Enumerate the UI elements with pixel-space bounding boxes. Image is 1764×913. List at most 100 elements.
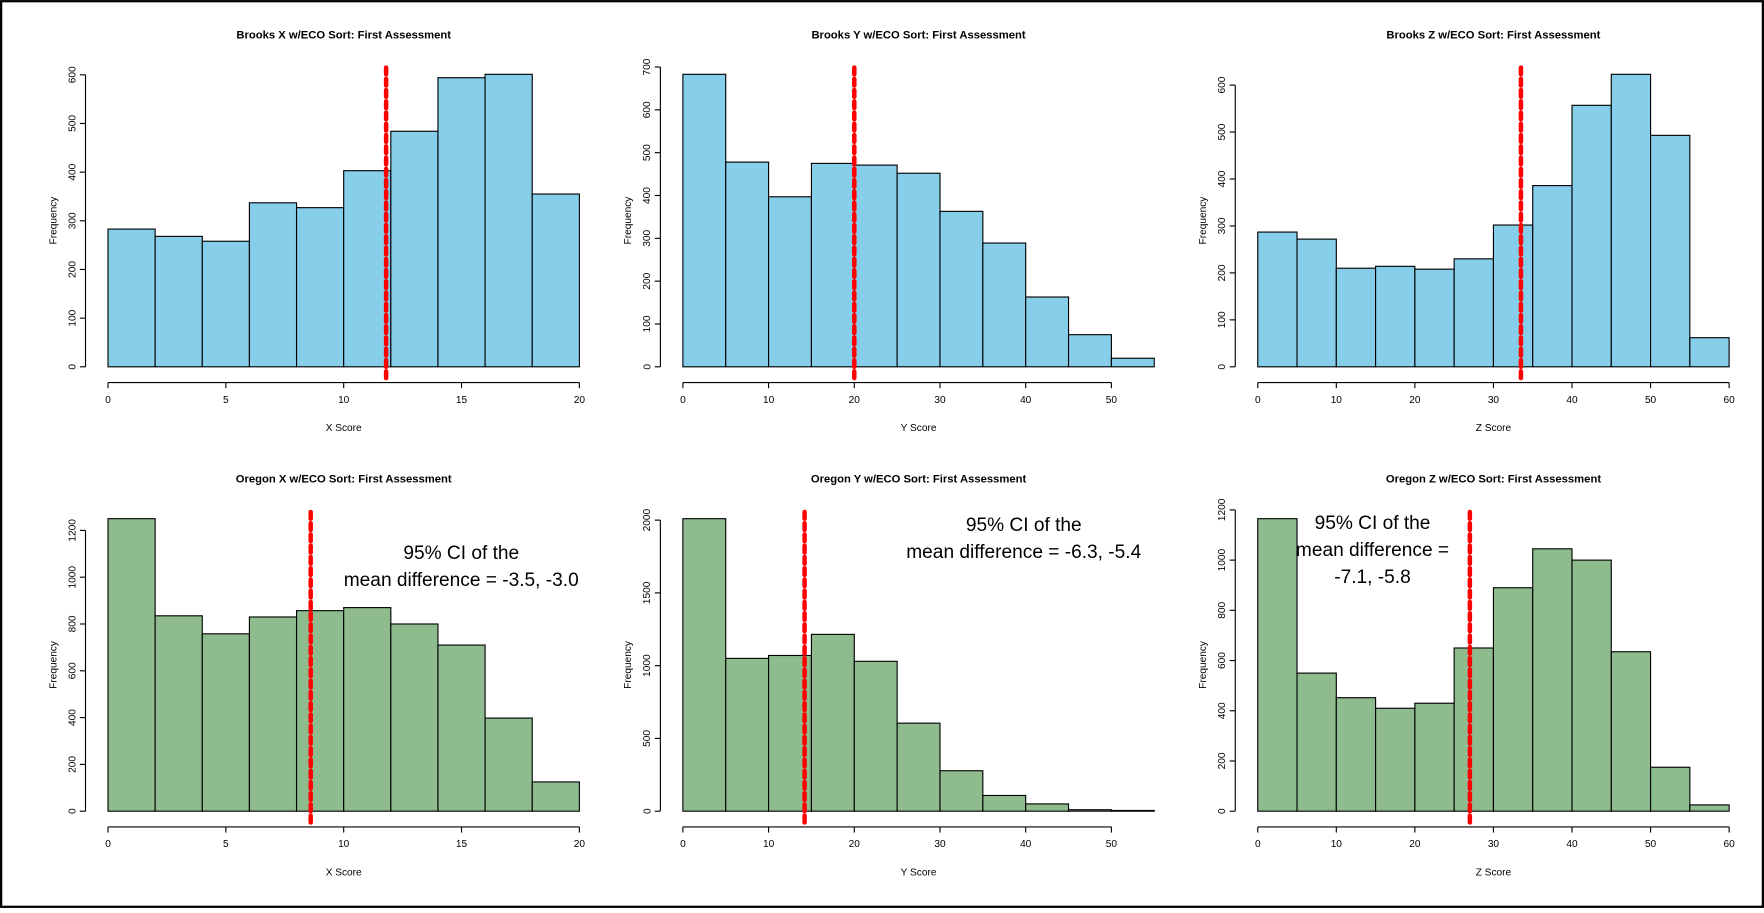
- bar: [1453, 258, 1495, 368]
- y-tick-label: 500: [1217, 123, 1228, 140]
- bar: [896, 172, 941, 368]
- x-tick-label: 60: [1724, 839, 1736, 850]
- bar: [853, 660, 898, 812]
- y-tick-label: 400: [1217, 170, 1228, 187]
- y-tick-label: 500: [642, 730, 653, 747]
- bar: [531, 193, 580, 368]
- bar: [437, 77, 486, 368]
- annotation: mean difference = -3.5, -3.0: [344, 570, 579, 591]
- x-tick-label: 50: [1106, 395, 1118, 406]
- x-tick-label: 15: [456, 839, 468, 850]
- y-tick-label: 400: [67, 709, 78, 726]
- y-tick-label: 0: [1217, 808, 1228, 814]
- bar: [248, 202, 298, 368]
- bar: [853, 164, 898, 368]
- panel: Oregon X w/ECO Sort: First Assessment X S…: [48, 474, 585, 879]
- bar: [295, 207, 345, 368]
- bar: [1414, 702, 1455, 812]
- bar: [1335, 267, 1377, 368]
- y-tick-label: 300: [1217, 217, 1228, 234]
- x-axis-label: Z Score: [1476, 423, 1512, 434]
- x-axis-label: Z Score: [1476, 867, 1512, 878]
- y-tick-label: 200: [1217, 752, 1228, 769]
- bar: [982, 794, 1027, 812]
- y-tick-label: 400: [642, 187, 653, 204]
- bar: [1610, 651, 1652, 812]
- x-tick-label: 40: [1566, 839, 1578, 850]
- panel: Oregon Y w/ECO Sort: First Assessment Y S…: [623, 474, 1155, 878]
- bar: [1689, 337, 1730, 368]
- x-tick-label: 10: [763, 395, 775, 406]
- annotation: -7.1, -5.8: [1334, 567, 1410, 588]
- y-tick-label: 200: [67, 261, 78, 278]
- x-tick-label: 15: [456, 395, 468, 406]
- x-tick-label: 10: [1331, 839, 1343, 850]
- bar: [1110, 809, 1155, 812]
- x-tick-label: 0: [105, 395, 111, 406]
- bar: [1025, 803, 1070, 812]
- x-tick-label: 20: [1409, 395, 1421, 406]
- y-tick-label: 1200: [67, 519, 78, 542]
- bar: [1610, 73, 1652, 368]
- bar: [248, 616, 298, 812]
- bar: [896, 722, 941, 812]
- x-tick-label: 0: [105, 839, 111, 850]
- y-tick-label: 400: [1217, 702, 1228, 719]
- y-tick-label: 500: [67, 115, 78, 132]
- bar: [1025, 296, 1070, 368]
- x-tick-label: 60: [1724, 395, 1736, 406]
- bar: [484, 73, 533, 368]
- bar: [343, 607, 392, 812]
- y-tick-label: 400: [67, 163, 78, 180]
- x-tick-label: 20: [849, 839, 861, 850]
- x-tick-label: 20: [1409, 839, 1421, 850]
- bar: [1571, 104, 1612, 368]
- bar: [531, 781, 580, 812]
- bar: [343, 170, 392, 368]
- bar: [154, 615, 203, 812]
- x-tick-label: 20: [574, 395, 586, 406]
- y-tick-label: 0: [67, 808, 78, 814]
- y-axis-label: Frequency: [623, 196, 634, 245]
- bar: [1532, 548, 1573, 812]
- y-tick-label: 800: [67, 615, 78, 632]
- annotation: mean difference = -6.3, -5.4: [906, 542, 1141, 563]
- bar: [939, 770, 984, 812]
- y-tick-label: 300: [67, 212, 78, 229]
- bar: [725, 161, 770, 368]
- x-tick-label: 30: [1488, 395, 1500, 406]
- bar: [1571, 559, 1612, 812]
- bar: [390, 623, 439, 812]
- bar: [1296, 672, 1337, 812]
- annotation: 95% CI of the: [966, 515, 1082, 536]
- bar: [725, 657, 770, 812]
- y-tick-label: 700: [642, 58, 653, 75]
- bar: [390, 130, 439, 368]
- bar: [201, 240, 250, 368]
- y-tick-label: 100: [1217, 311, 1228, 328]
- x-tick-label: 0: [1255, 839, 1261, 850]
- panel-title: Brooks Y w/ECO Sort: First Assessment: [811, 29, 1025, 41]
- y-tick-label: 600: [1217, 76, 1228, 93]
- x-tick-label: 40: [1020, 839, 1032, 850]
- bar: [682, 73, 727, 368]
- x-axis-label: X Score: [326, 867, 362, 878]
- y-tick-label: 600: [67, 662, 78, 679]
- panel: Brooks Z w/ECO Sort: First Assessment Z S…: [1198, 29, 1735, 434]
- x-tick-label: 50: [1645, 395, 1657, 406]
- bar: [1067, 809, 1112, 812]
- bar: [1649, 766, 1691, 812]
- y-tick-label: 600: [1217, 652, 1228, 669]
- bar: [295, 610, 345, 812]
- y-tick-label: 100: [67, 309, 78, 326]
- bar: [1649, 134, 1691, 368]
- bar: [1375, 707, 1416, 812]
- x-axis-label: Y Score: [901, 423, 937, 434]
- bar: [107, 518, 156, 812]
- bar: [1532, 185, 1573, 368]
- bar: [484, 717, 533, 812]
- y-axis-label: Frequency: [623, 640, 634, 689]
- y-tick-label: 1200: [1217, 498, 1228, 521]
- y-tick-label: 800: [1217, 602, 1228, 619]
